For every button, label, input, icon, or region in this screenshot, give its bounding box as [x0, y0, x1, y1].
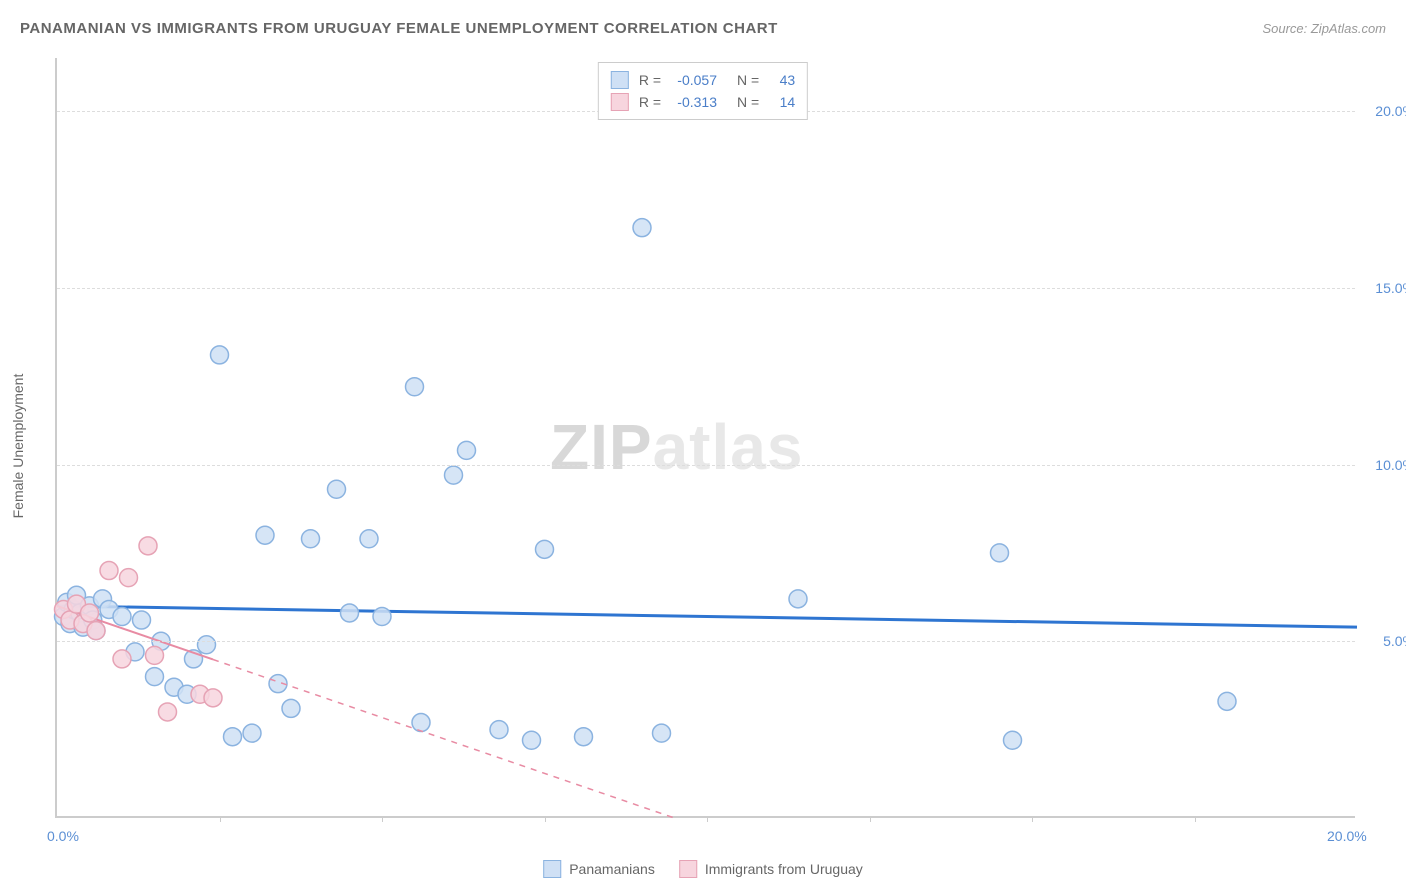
legend-swatch: [543, 860, 561, 878]
data-point: [1218, 692, 1236, 710]
legend-item: Immigrants from Uruguay: [679, 860, 863, 878]
scatter-svg: [57, 58, 1355, 816]
data-point: [406, 378, 424, 396]
data-point: [653, 724, 671, 742]
data-point: [575, 728, 593, 746]
data-point: [458, 441, 476, 459]
chart-title: PANAMANIAN VS IMMIGRANTS FROM URUGUAY FE…: [20, 20, 778, 37]
legend-label: Immigrants from Uruguay: [705, 861, 863, 877]
y-tick-label: 10.0%: [1375, 457, 1406, 473]
gridline: [57, 641, 1355, 642]
x-tick-mark: [707, 816, 708, 822]
legend-stat-row: R = -0.313 N = 14: [611, 91, 795, 113]
data-point: [991, 544, 1009, 562]
header: PANAMANIAN VS IMMIGRANTS FROM URUGUAY FE…: [20, 20, 1386, 37]
data-point: [243, 724, 261, 742]
data-point: [113, 608, 131, 626]
x-tick-mark: [382, 816, 383, 822]
legend-stats: R = -0.057 N = 43 R = -0.313 N = 14: [598, 62, 808, 120]
r-value: -0.313: [667, 94, 717, 110]
chart-plot-area: 5.0%10.0%15.0%20.0%0.0%20.0%: [55, 58, 1355, 818]
data-point: [341, 604, 359, 622]
data-point: [139, 537, 157, 555]
x-tick-mark: [1032, 816, 1033, 822]
data-point: [146, 646, 164, 664]
legend-swatch: [611, 71, 629, 89]
data-point: [133, 611, 151, 629]
r-label: R =: [639, 94, 661, 110]
x-tick-mark: [1195, 816, 1196, 822]
x-tick-mark: [220, 816, 221, 822]
regression-line: [57, 606, 1357, 627]
data-point: [373, 608, 391, 626]
n-label: N =: [737, 94, 759, 110]
r-label: R =: [639, 72, 661, 88]
data-point: [256, 526, 274, 544]
data-point: [146, 668, 164, 686]
legend-series: Panamanians Immigrants from Uruguay: [543, 860, 863, 878]
gridline: [57, 288, 1355, 289]
data-point: [87, 622, 105, 640]
n-value: 14: [765, 94, 795, 110]
data-point: [490, 721, 508, 739]
n-value: 43: [765, 72, 795, 88]
data-point: [198, 636, 216, 654]
legend-item: Panamanians: [543, 860, 655, 878]
data-point: [360, 530, 378, 548]
y-tick-label: 15.0%: [1375, 280, 1406, 296]
data-point: [204, 689, 222, 707]
data-point: [100, 562, 118, 580]
x-tick-label-end: 20.0%: [1327, 828, 1367, 844]
source-label: Source: ZipAtlas.com: [1262, 21, 1386, 36]
x-tick-label-start: 0.0%: [47, 828, 79, 844]
y-tick-label: 5.0%: [1383, 633, 1406, 649]
data-point: [633, 219, 651, 237]
r-value: -0.057: [667, 72, 717, 88]
data-point: [412, 714, 430, 732]
data-point: [445, 466, 463, 484]
data-point: [282, 699, 300, 717]
data-point: [159, 703, 177, 721]
x-tick-mark: [870, 816, 871, 822]
regression-line-extrapolated: [213, 659, 675, 818]
legend-swatch: [679, 860, 697, 878]
data-point: [789, 590, 807, 608]
legend-stat-row: R = -0.057 N = 43: [611, 69, 795, 91]
data-point: [523, 731, 541, 749]
legend-label: Panamanians: [569, 861, 655, 877]
data-point: [536, 540, 554, 558]
data-point: [81, 604, 99, 622]
data-point: [1004, 731, 1022, 749]
y-axis-label: Female Unemployment: [10, 374, 26, 519]
data-point: [113, 650, 131, 668]
data-point: [302, 530, 320, 548]
x-tick-mark: [545, 816, 546, 822]
data-point: [328, 480, 346, 498]
n-label: N =: [737, 72, 759, 88]
data-point: [120, 569, 138, 587]
gridline: [57, 465, 1355, 466]
y-tick-label: 20.0%: [1375, 103, 1406, 119]
data-point: [211, 346, 229, 364]
legend-swatch: [611, 93, 629, 111]
data-point: [224, 728, 242, 746]
